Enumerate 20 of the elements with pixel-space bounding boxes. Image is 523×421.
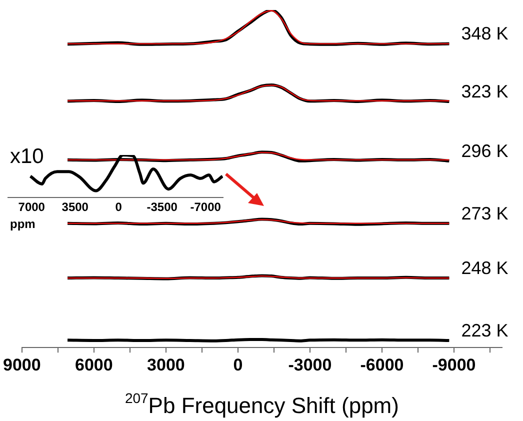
x-tick-label: 9000 bbox=[2, 355, 41, 374]
x-tick-label: 7000 bbox=[18, 200, 46, 214]
x-tick-label: 3000 bbox=[147, 355, 185, 374]
series-label: 348 K bbox=[461, 24, 508, 44]
x-tick-label: 6000 bbox=[75, 355, 113, 374]
x-tick-label: 0 bbox=[233, 355, 243, 374]
series-label: 248 K bbox=[461, 258, 508, 278]
x-tick-label: -6000 bbox=[360, 355, 404, 374]
series-label: 296 K bbox=[461, 140, 508, 161]
series-label: 223 K bbox=[461, 320, 508, 340]
x-axis-title: ppm bbox=[10, 217, 36, 231]
x-tick-label: 0 bbox=[115, 200, 122, 214]
x-tick-label: -3000 bbox=[288, 355, 332, 374]
series-label: 323 K bbox=[461, 81, 508, 102]
x-tick-label: -3500 bbox=[146, 200, 178, 214]
x-tick-label: -9000 bbox=[432, 355, 476, 374]
series-label: 273 K bbox=[461, 203, 508, 224]
annotation: x10 bbox=[10, 144, 44, 168]
x-tick-label: -7000 bbox=[190, 200, 222, 214]
x-tick-label: 3500 bbox=[62, 200, 89, 214]
